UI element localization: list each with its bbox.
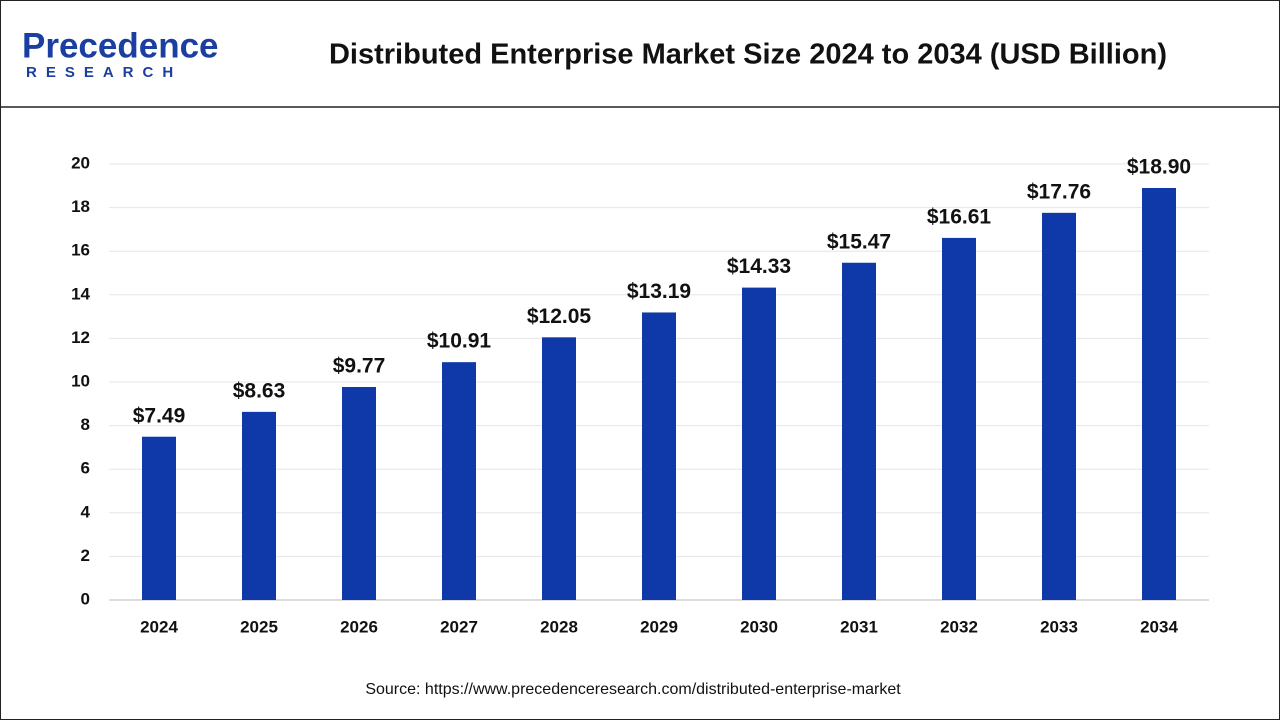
chart-title: Distributed Enterprise Market Size 2024 … <box>329 39 1167 71</box>
y-tick-label: 10 <box>71 371 90 390</box>
y-tick-label: 16 <box>71 241 90 260</box>
bar <box>142 436 176 600</box>
bar <box>842 262 876 600</box>
y-tick-label: 6 <box>81 459 90 478</box>
bar <box>442 362 476 600</box>
value-label: $9.77 <box>333 355 386 378</box>
y-tick-label: 20 <box>71 153 90 172</box>
x-tick-label: 2032 <box>940 617 978 636</box>
value-label: $17.76 <box>1027 180 1091 203</box>
bar <box>642 312 676 600</box>
y-tick-label: 2 <box>81 546 90 565</box>
bar <box>742 287 776 600</box>
bar <box>1042 212 1076 600</box>
x-tick-label: 2024 <box>140 617 178 636</box>
value-label: $7.49 <box>133 404 186 427</box>
logo-tagline: RESEARCH <box>26 64 182 81</box>
bar <box>342 387 376 600</box>
value-label: $14.33 <box>727 255 791 278</box>
x-tick-label: 2031 <box>840 617 878 636</box>
value-label: $13.19 <box>627 280 691 303</box>
x-tick-label: 2034 <box>1140 617 1178 636</box>
x-tick-label: 2027 <box>440 617 478 636</box>
bar <box>942 237 976 601</box>
x-tick-label: 2033 <box>1040 617 1078 636</box>
value-label: $15.47 <box>827 230 891 253</box>
value-label: $18.90 <box>1127 156 1191 179</box>
x-tick-label: 2030 <box>740 617 778 636</box>
value-label: $16.61 <box>927 205 992 228</box>
x-tick-label: 2025 <box>240 617 278 636</box>
value-label: $10.91 <box>427 330 492 353</box>
value-label: $12.05 <box>527 305 592 328</box>
logo-name: Precedence <box>22 26 219 65</box>
y-tick-label: 4 <box>81 502 91 521</box>
y-tick-label: 8 <box>81 415 90 434</box>
y-tick-label: 0 <box>81 589 90 608</box>
source-note: Source: https://www.precedenceresearch.c… <box>365 681 901 698</box>
x-tick-label: 2026 <box>340 617 378 636</box>
y-tick-label: 18 <box>71 197 90 216</box>
y-tick-label: 12 <box>71 328 90 347</box>
y-tick-label: 14 <box>71 284 90 303</box>
value-label: $8.63 <box>233 379 286 402</box>
bar <box>1142 187 1176 601</box>
bar <box>542 337 576 600</box>
bar <box>242 411 276 600</box>
x-tick-label: 2028 <box>540 617 578 636</box>
x-tick-label: 2029 <box>640 617 678 636</box>
